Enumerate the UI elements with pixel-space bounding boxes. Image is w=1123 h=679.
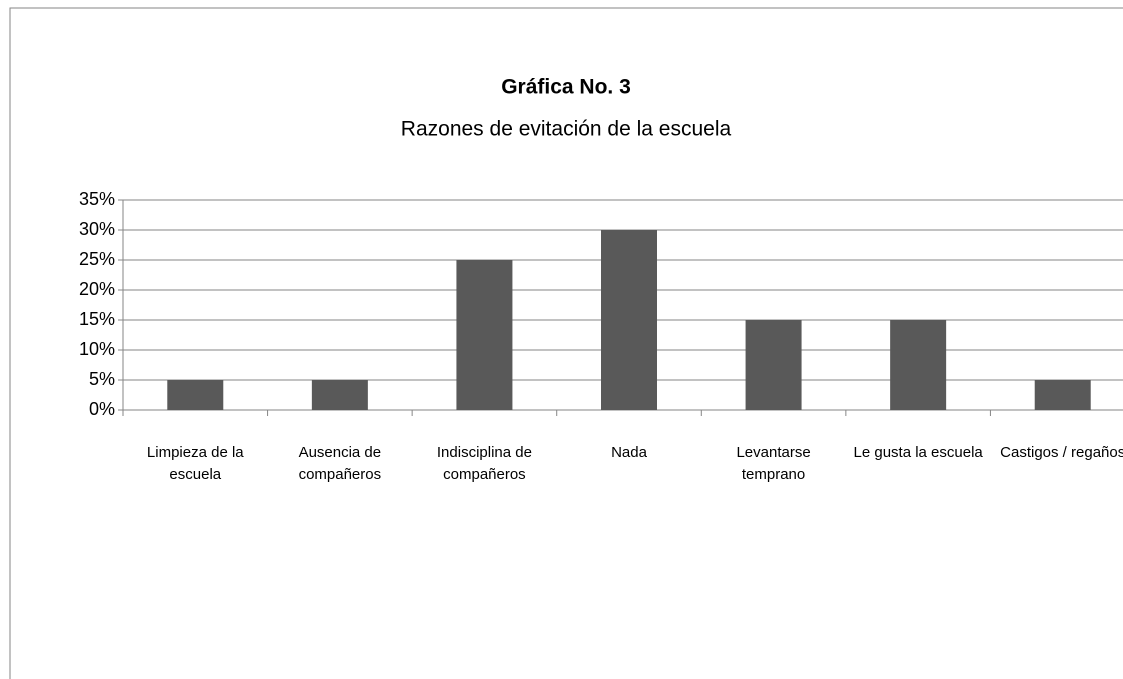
y-tick-label: 25% <box>79 249 115 269</box>
chart-subtitle: Razones de evitación de la escuela <box>401 118 732 141</box>
y-tick-label: 5% <box>89 369 115 389</box>
y-tick-label: 20% <box>79 279 115 299</box>
bar <box>311 380 368 410</box>
y-tick-label: 30% <box>79 219 115 239</box>
y-tick-label: 0% <box>89 399 115 419</box>
bar <box>1034 380 1091 410</box>
y-tick-label: 35% <box>79 189 115 209</box>
bar <box>890 320 947 410</box>
x-tick-label: Levantarse temprano <box>736 444 811 483</box>
x-tick-label: Le gusta la escuela <box>853 444 983 461</box>
bar <box>167 380 224 410</box>
x-tick-label: Castigos / regaños <box>1000 444 1123 461</box>
bar <box>601 230 657 410</box>
chart-border <box>9 7 1123 679</box>
y-tick-label: 10% <box>79 339 115 359</box>
bar <box>456 260 513 410</box>
y-tick-label: 15% <box>79 309 115 329</box>
x-tick-label: Indisciplina de compañeros <box>436 444 532 483</box>
x-tick-label: Ausencia de compañeros <box>298 444 382 483</box>
x-tick-label: Limpieza de la escuela <box>146 444 244 483</box>
chart-title: Gráfica No. 3 <box>501 76 631 99</box>
x-tick-label: Nada <box>611 444 647 461</box>
bar <box>745 320 802 410</box>
